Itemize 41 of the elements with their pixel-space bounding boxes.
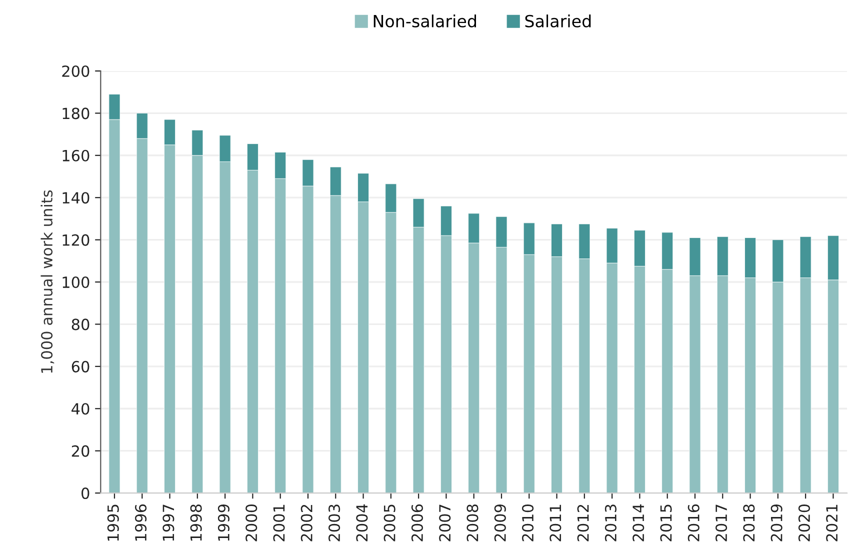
x-tick-label: 2004 xyxy=(356,504,368,542)
y-tick-label: 140 xyxy=(62,192,90,204)
x-tick-label: 2001 xyxy=(273,504,285,542)
x-tick-label: 2019 xyxy=(770,504,782,542)
x-tick-label: 1998 xyxy=(190,504,202,541)
x-tick-label: 2012 xyxy=(577,504,589,542)
x-tick-label: 2014 xyxy=(632,504,644,542)
y-tick-label: 120 xyxy=(62,234,90,246)
x-tick-label: 2016 xyxy=(688,504,700,542)
x-tick-label: 1996 xyxy=(134,504,147,541)
y-tick-label: 0 xyxy=(82,488,90,500)
legend-label: Salaried xyxy=(525,14,591,28)
x-tick-label: 2009 xyxy=(494,504,506,542)
legend-label: Non-salaried xyxy=(374,14,476,28)
x-tick-label: 2021 xyxy=(826,504,838,542)
x-tick-label: 2007 xyxy=(439,504,451,542)
y-tick-label: 80 xyxy=(72,318,90,330)
x-tick-label: 2017 xyxy=(716,504,728,542)
x-tick-label: 2010 xyxy=(522,504,534,542)
x-tick-label: 1995 xyxy=(107,504,119,541)
x-tick-label: 2018 xyxy=(743,504,755,542)
y-axis-title: 1,000 annual work units xyxy=(40,190,54,373)
y-tick-label: 20 xyxy=(72,445,90,457)
x-tick-label: 2020 xyxy=(798,504,810,542)
x-tick-label: 2015 xyxy=(660,504,672,542)
x-tick-label: 2002 xyxy=(300,504,312,542)
x-tick-label: 2005 xyxy=(384,504,396,542)
y-tick-label: 160 xyxy=(62,150,90,162)
y-tick-label: 180 xyxy=(62,108,90,120)
x-tick-label: 2003 xyxy=(328,504,340,542)
x-tick-label: 2008 xyxy=(466,504,478,542)
x-tick-label: 2006 xyxy=(411,504,423,542)
x-tick-label: 1997 xyxy=(162,504,174,541)
y-tick-label: 40 xyxy=(72,403,90,415)
y-tick-label: 200 xyxy=(62,65,90,77)
y-tick-label: 100 xyxy=(62,276,90,288)
x-tick-label: 2013 xyxy=(604,504,616,542)
x-tick-label: 1999 xyxy=(218,504,230,541)
y-tick-label: 60 xyxy=(72,360,90,372)
x-tick-label: 2000 xyxy=(246,504,258,542)
x-tick-label: 2011 xyxy=(550,504,562,542)
